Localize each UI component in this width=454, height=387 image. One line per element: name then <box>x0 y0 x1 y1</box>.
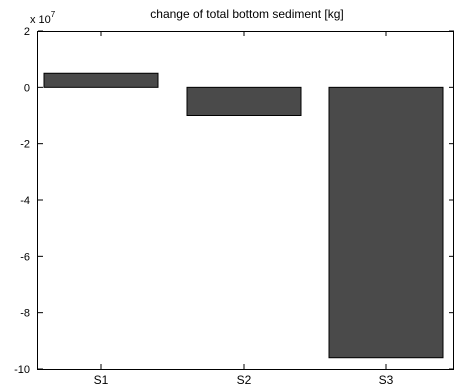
y-tick-label: -6 <box>20 251 30 263</box>
chart-title: change of total bottom sediment [kg] <box>150 7 343 21</box>
axis-scale-factor: x 107 <box>30 10 56 26</box>
x-tick-label: S3 <box>379 373 394 387</box>
bar-s3 <box>328 86 444 359</box>
bars <box>43 72 444 359</box>
y-tick-label: -4 <box>20 195 30 207</box>
axis-scale-base: x 10 <box>30 14 51 26</box>
y-tick-label: 2 <box>24 26 30 38</box>
bar-s2 <box>186 86 302 117</box>
x-tick-label: S1 <box>94 373 109 387</box>
bar-s1 <box>43 72 159 88</box>
x-axis: S1 S2 S3 <box>94 31 394 387</box>
y-tick-label: -10 <box>14 364 30 376</box>
y-tick-label: -2 <box>20 139 30 151</box>
y-tick-label: -8 <box>20 308 30 320</box>
x-tick-label: S2 <box>237 373 252 387</box>
y-tick-label: 0 <box>24 82 30 94</box>
axis-scale-exponent: 7 <box>51 10 56 19</box>
